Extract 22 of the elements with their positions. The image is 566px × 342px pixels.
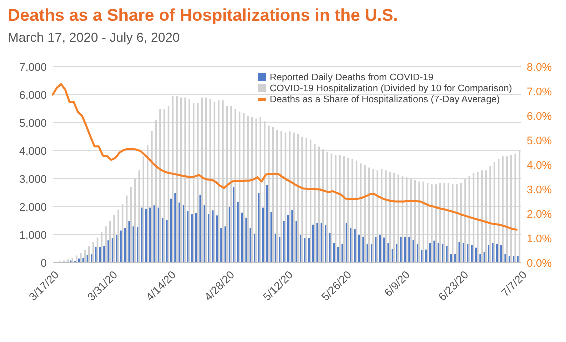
y-tick-label: 1,000	[19, 230, 47, 242]
y2-tick-label: 8.0%	[527, 62, 552, 74]
y-tick-label: 7,000	[19, 62, 47, 74]
y2-tick-label: 1.0%	[527, 233, 552, 246]
legend-label: Reported Daily Deaths from COVID-19	[270, 72, 434, 84]
y2-tick-label: 3.0%	[527, 184, 552, 196]
y-tick-label: 0	[40, 258, 47, 270]
y2-tick-label: 4.0%	[527, 160, 552, 172]
y2-tick-label: 5.0%	[527, 135, 552, 148]
legend-label: Deaths as a Share of Hospitalizations (7-Day Average)	[270, 94, 500, 106]
y-tick-label: 5,000	[19, 118, 47, 130]
y2-tick-label: 2.0%	[527, 208, 552, 221]
chart-subtitle: March 17, 2020 - July 6, 2020	[8, 30, 180, 45]
y2-tick-label: 7.0%	[527, 86, 552, 98]
y-tick-label: 2,000	[19, 202, 47, 214]
legend-label: COVID-19 Hospitalization (Divided by 10 for Comparison)	[270, 83, 512, 94]
y-tick-label: 4,000	[19, 146, 47, 158]
y2-tick-label: 0.0%	[527, 258, 552, 270]
y2-tick-label: 6.0%	[527, 110, 552, 123]
y-tick-label: 3,000	[19, 174, 47, 186]
chart-title: Deaths as a Share of Hospitalizations in the U.S.	[8, 6, 398, 25]
y-tick-label: 6,000	[19, 90, 47, 102]
